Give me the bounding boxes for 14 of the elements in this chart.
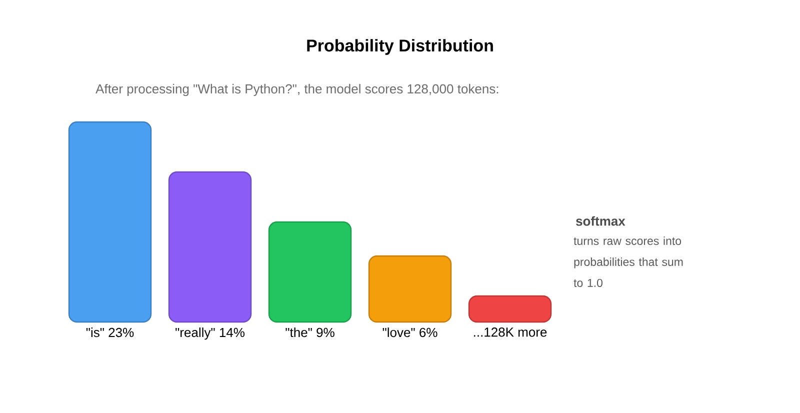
bar — [468, 295, 552, 323]
x-tick-label: "is" 23% — [86, 328, 134, 338]
bar — [268, 221, 352, 323]
text: softmax — [576, 216, 626, 226]
x-tick-label: "really" 14% — [176, 328, 244, 340]
bar — [168, 171, 252, 323]
bar — [68, 121, 152, 323]
chart-title: Probability Distribution — [307, 39, 493, 55]
chart-subtitle: After processing "What is Python?", the model scores 128,000 tokens: — [96, 84, 498, 96]
bar — [368, 255, 452, 323]
x-tick-label: "the" 9% — [286, 328, 334, 338]
x-tick-label: ...128K more — [474, 328, 547, 337]
text: turns raw scores into probabilities that sum to 1.0 — [574, 236, 683, 287]
x-tick-label: "love" 6% — [382, 328, 438, 338]
